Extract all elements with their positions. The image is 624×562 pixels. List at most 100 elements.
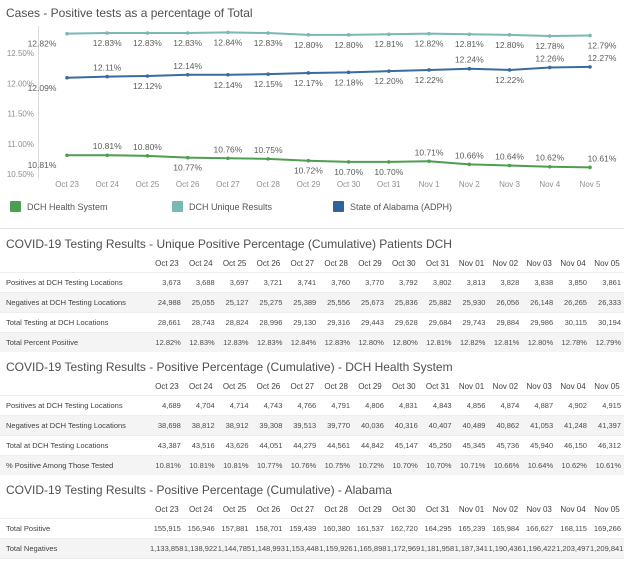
data-point: [427, 68, 431, 72]
x-axis-label: Oct 31: [377, 180, 401, 189]
chart-title: Cases - Positive tests as a percentage o…: [6, 6, 253, 20]
value-cell: 3,828: [500, 278, 520, 287]
data-point-label: 10.77%: [173, 163, 202, 173]
data-point: [387, 160, 391, 164]
data-point: [266, 157, 270, 161]
data-point-label: 12.09%: [28, 83, 57, 93]
value-cell: 4,766: [297, 401, 317, 410]
value-cell: 1,148,993: [251, 544, 285, 553]
table-header-cell: Oct 30: [392, 259, 416, 268]
value-cell: 24,988: [157, 298, 181, 307]
value-cell: 28,996: [259, 318, 283, 327]
data-point-label: 12.82%: [28, 39, 57, 49]
table-section-2: COVID-19 Testing Results - Positive Perc…: [0, 352, 624, 475]
data-point: [547, 65, 552, 70]
table-header-cell: Nov 02: [492, 505, 519, 514]
data-point-label: 10.72%: [294, 166, 323, 176]
data-point: [588, 165, 592, 170]
value-cell: 3,721: [263, 278, 283, 287]
table-header-cell: Oct 24: [188, 259, 213, 268]
value-cell: 1,133,858: [150, 544, 184, 553]
data-point: [547, 34, 552, 38]
value-cell: 29,986: [530, 318, 554, 327]
x-axis-label: Oct 28: [256, 180, 280, 189]
x-axis-label: Oct 27: [216, 180, 240, 189]
value-cell: 3,688: [195, 278, 215, 287]
value-cell: 12.83%: [256, 338, 283, 347]
legend-item-dch-health-system[interactable]: DCH Health System: [10, 201, 108, 212]
value-cell: 3,792: [398, 278, 418, 287]
value-cell: 44,051: [259, 441, 283, 450]
data-point-label: 12.24%: [455, 55, 484, 65]
value-cell: 162,720: [390, 524, 418, 533]
x-axis-label: Oct 24: [95, 180, 119, 189]
value-cell: 39,770: [327, 421, 351, 430]
value-cell: 41,248: [564, 421, 587, 430]
value-cell: 29,316: [327, 318, 351, 327]
value-cell: 40,862: [496, 421, 520, 430]
value-cell: 12.81%: [426, 338, 452, 347]
legend-item-dch-unique-results[interactable]: DCH Unique Results: [172, 201, 272, 212]
value-cell: 164,295: [424, 524, 452, 533]
value-cell: 1,172,969: [386, 544, 421, 553]
data-point-label: 10.81%: [28, 160, 57, 170]
value-cell: 1,371,612: [556, 559, 590, 562]
row-label-cell: Total at DCH Testing Locations: [6, 441, 109, 450]
value-cell: 10.81%: [189, 461, 215, 470]
value-cell: 29,130: [293, 318, 317, 327]
data-point: [547, 164, 552, 169]
value-cell: 3,813: [466, 278, 486, 287]
data-point-label: 12.22%: [495, 75, 524, 85]
value-cell: 45,147: [394, 441, 418, 450]
data-point-label: 10.80%: [133, 142, 162, 152]
table-header-cell: Nov 05: [594, 382, 620, 391]
value-cell: 1,203,497: [556, 544, 590, 553]
data-point: [145, 74, 150, 78]
value-cell: 26,265: [564, 298, 587, 307]
table-row: Total Tests1,289,7731,295,8681,302,6661,…: [0, 558, 624, 562]
table-header-cell: Oct 26: [256, 259, 281, 268]
value-cell: 12.82%: [155, 338, 181, 347]
data-point-label: 12.81%: [455, 39, 484, 49]
data-point: [145, 154, 150, 158]
value-cell: 45,250: [428, 441, 452, 450]
data-point: [467, 66, 472, 71]
table-row: Negatives at DCH Testing Locations 38,698…: [0, 415, 624, 436]
value-cell: 1,165,898: [353, 544, 387, 553]
value-cell: 10.66%: [493, 461, 520, 470]
value-cell: 10.70%: [426, 461, 452, 470]
value-cell: 157,881: [221, 524, 249, 533]
value-cell: 1,352,580: [455, 559, 489, 562]
data-point-label: 12.27%: [588, 53, 617, 63]
data-point: [387, 32, 391, 37]
row-label-cell: Total Positive: [6, 524, 51, 533]
value-cell: 12.79%: [595, 338, 621, 347]
value-cell: 29,684: [428, 318, 452, 327]
value-cell: 1,379,107: [590, 559, 624, 562]
data-point: [346, 33, 351, 37]
data-point-label: 10.70%: [374, 167, 403, 177]
table-header-row: Oct 23 Oct 24 Oct 25 Oct 26 Oct 27 Oct 28 Oct …: [0, 256, 624, 273]
value-cell: 44,561: [327, 441, 351, 450]
data-point: [226, 156, 230, 161]
value-cell: 46,150: [564, 441, 587, 450]
value-cell: 3,760: [331, 278, 351, 287]
row-label-cell: Negatives at DCH Testing Locations: [6, 421, 126, 430]
data-point: [185, 155, 190, 160]
value-cell: 12.83%: [223, 338, 249, 347]
data-point: [467, 162, 472, 167]
table-row: Total Positive 155,915 156,946 157,881 158,7…: [0, 518, 624, 539]
data-point: [467, 32, 472, 37]
data-table: Oct 23 Oct 24 Oct 25 Oct 26 Oct 27 Oct 28 Oct …: [0, 379, 624, 475]
value-cell: 156,946: [187, 524, 215, 533]
value-cell: 4,714: [229, 401, 249, 410]
data-point-label: 12.83%: [254, 38, 283, 48]
value-cell: 1,159,926: [319, 544, 353, 553]
value-cell: 165,984: [492, 524, 520, 533]
value-cell: 1,144,785: [217, 544, 252, 553]
legend-item-state-of-alabama-adph[interactable]: State of Alabama (ADPH): [333, 201, 452, 212]
data-point-label: 12.80%: [495, 40, 524, 50]
value-cell: 25,673: [360, 298, 384, 307]
value-cell: 3,673: [162, 278, 181, 287]
table-header-cell: Oct 24: [188, 382, 213, 391]
